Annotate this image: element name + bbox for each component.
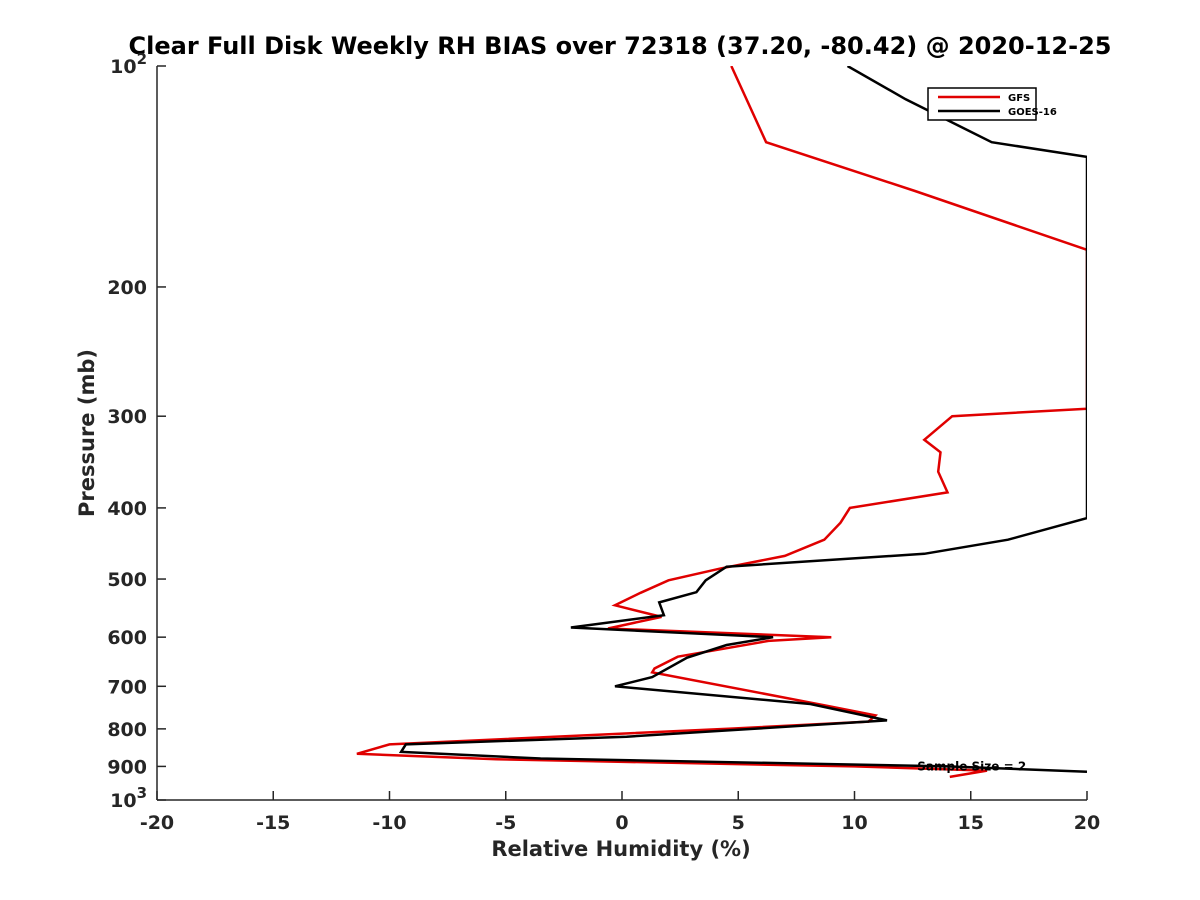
y-axis-label: Pressure (mb) (75, 349, 99, 517)
y-tick-label: 500 (107, 569, 147, 591)
y-tick-label: 102 (110, 50, 147, 78)
legend-label-goes16: GOES-16 (1008, 107, 1057, 118)
y-tick-label: 103 (110, 784, 147, 812)
legend-label-gfs: GFS (1008, 93, 1030, 104)
x-tick-label: -10 (372, 812, 406, 834)
x-tick-label: 15 (958, 812, 984, 834)
series-line-gfs (356, 66, 1087, 779)
x-tick-label: 5 (732, 812, 745, 834)
legend: GFS GOES-16 (927, 87, 1057, 121)
legend-box (927, 87, 1037, 121)
y-tick-label: 600 (107, 627, 147, 649)
x-tick-label: -15 (256, 812, 290, 834)
y-tick-label: 800 (107, 719, 147, 741)
x-ticks: -20 -15 -10 -5 0 5 10 15 20 (140, 791, 1100, 834)
y-tick-label: 700 (107, 676, 147, 698)
x-tick-label: -20 (140, 812, 174, 834)
x-tick-label: 20 (1074, 812, 1100, 834)
chart-title: Clear Full Disk Weekly RH BIAS over 7231… (129, 32, 1112, 60)
plot-area (356, 66, 1087, 779)
x-tick-label: -5 (495, 812, 516, 834)
y-tick-label: 300 (107, 406, 147, 428)
x-tick-label: 10 (841, 812, 867, 834)
y-tick-label: 400 (107, 498, 147, 520)
x-axis-label: Relative Humidity (%) (491, 837, 750, 861)
y-tick-label: 200 (107, 277, 147, 299)
series-line-goes16 (398, 66, 1087, 773)
x-tick-label: 0 (615, 812, 628, 834)
sample-size-annotation: Sample Size = 2 (917, 759, 1026, 773)
y-ticks: 102 200 300 400 500 600 700 800 900 103 (107, 50, 166, 812)
y-tick-label: 900 (107, 756, 147, 778)
